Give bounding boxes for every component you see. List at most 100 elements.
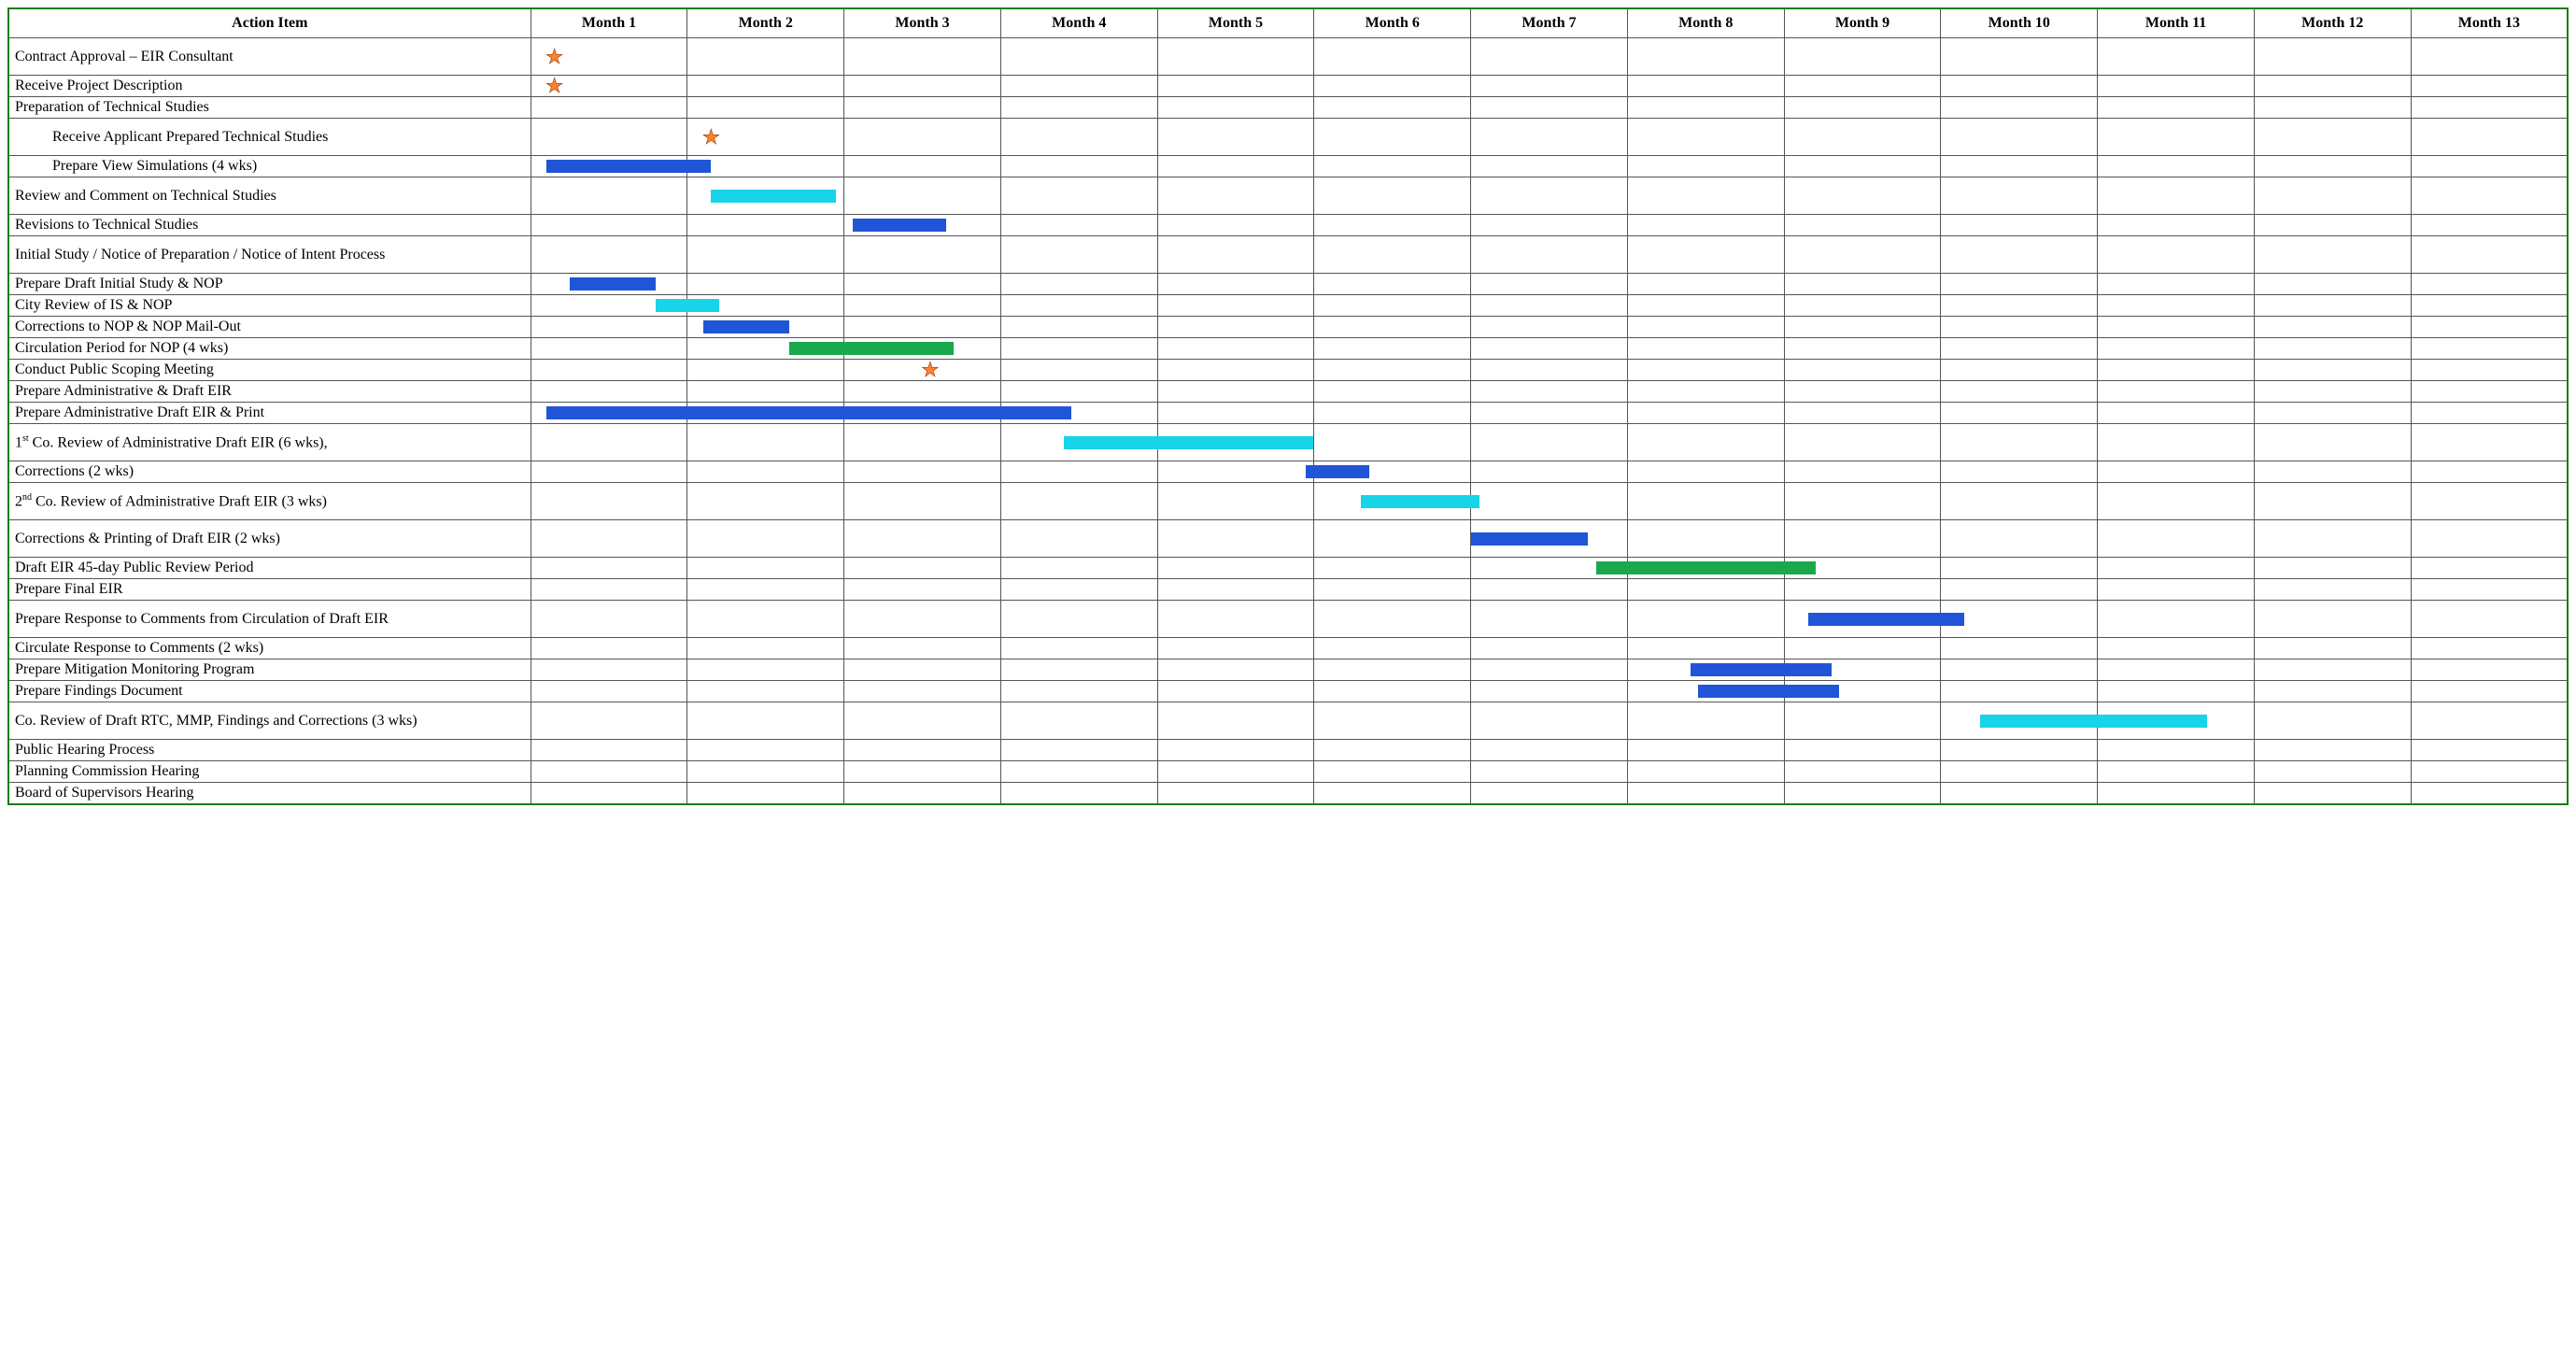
gantt-cell — [1627, 295, 1784, 317]
gantt-cell — [687, 659, 844, 681]
milestone-star-icon: ★ — [545, 76, 564, 96]
gantt-row: City Review of IS & NOP — [8, 295, 2568, 317]
gantt-cell — [1784, 381, 1941, 403]
gantt-bar — [1980, 715, 2099, 728]
gantt-cell — [2254, 558, 2411, 579]
gantt-cell — [531, 215, 687, 236]
gantt-cell — [2098, 119, 2255, 156]
gantt-cell — [1471, 236, 1628, 274]
gantt-cell — [2254, 424, 2411, 461]
gantt-cell — [1471, 403, 1628, 424]
gantt-cell — [1784, 215, 1941, 236]
gantt-cell — [687, 601, 844, 638]
gantt-cell — [1627, 638, 1784, 659]
gantt-cell — [687, 215, 844, 236]
gantt-bar — [1471, 532, 1588, 546]
gantt-cell — [1314, 295, 1471, 317]
gantt-cell — [1471, 761, 1628, 783]
gantt-cell — [531, 295, 687, 317]
gantt-cell — [1941, 483, 2098, 520]
gantt-row: Prepare Mitigation Monitoring Program — [8, 659, 2568, 681]
gantt-cell — [2254, 97, 2411, 119]
gantt-cell — [2411, 38, 2568, 76]
gantt-cell — [2254, 215, 2411, 236]
gantt-cell — [687, 317, 844, 338]
gantt-bar — [1158, 436, 1314, 449]
row-label: 1st Co. Review of Administrative Draft E… — [8, 424, 531, 461]
gantt-cell — [1784, 403, 1941, 424]
action-item-header: Action Item — [8, 8, 531, 38]
row-label: Corrections to NOP & NOP Mail-Out — [8, 317, 531, 338]
gantt-row: Corrections & Printing of Draft EIR (2 w… — [8, 520, 2568, 558]
gantt-cell — [531, 761, 687, 783]
gantt-cell — [844, 483, 1001, 520]
gantt-cell — [2254, 38, 2411, 76]
gantt-cell — [687, 783, 844, 805]
gantt-cell — [1000, 76, 1157, 97]
gantt-cell — [1000, 659, 1157, 681]
gantt-cell — [1000, 156, 1157, 177]
gantt-cell — [1314, 360, 1471, 381]
gantt-cell — [2411, 236, 2568, 274]
gantt-cell — [2098, 97, 2255, 119]
gantt-cell — [687, 681, 844, 702]
gantt-body: Contract Approval – EIR Consultant★Recei… — [8, 38, 2568, 805]
row-label: Review and Comment on Technical Studies — [8, 177, 531, 215]
gantt-bar — [1314, 465, 1368, 478]
gantt-cell — [1627, 740, 1784, 761]
gantt-cell — [1941, 295, 2098, 317]
gantt-cell — [1000, 558, 1157, 579]
gantt-cell — [2411, 520, 2568, 558]
gantt-cell — [1314, 520, 1471, 558]
gantt-cell — [1314, 381, 1471, 403]
gantt-cell — [1314, 740, 1471, 761]
gantt-bar — [687, 299, 718, 312]
gantt-cell — [2098, 783, 2255, 805]
gantt-cell — [1000, 783, 1157, 805]
gantt-cell — [2098, 638, 2255, 659]
row-label: Draft EIR 45-day Public Review Period — [8, 558, 531, 579]
gantt-cell — [1627, 215, 1784, 236]
gantt-cell — [1471, 76, 1628, 97]
gantt-cell — [1627, 338, 1784, 360]
month-header-2: Month 2 — [687, 8, 844, 38]
gantt-cell — [2098, 236, 2255, 274]
gantt-cell — [844, 317, 1001, 338]
gantt-cell — [844, 761, 1001, 783]
gantt-cell — [1941, 338, 2098, 360]
gantt-cell — [531, 638, 687, 659]
gantt-row: Co. Review of Draft RTC, MMP, Findings a… — [8, 702, 2568, 740]
gantt-cell — [2411, 177, 2568, 215]
gantt-cell — [531, 483, 687, 520]
gantt-cell — [1784, 579, 1941, 601]
gantt-cell — [2411, 76, 2568, 97]
gantt-cell — [2098, 338, 2255, 360]
gantt-cell — [2254, 338, 2411, 360]
row-label: Prepare View Simulations (4 wks) — [8, 156, 531, 177]
gantt-bar — [844, 342, 954, 355]
gantt-cell — [1157, 274, 1314, 295]
gantt-cell — [1941, 403, 2098, 424]
gantt-row: Prepare View Simulations (4 wks) — [8, 156, 2568, 177]
gantt-cell — [1627, 761, 1784, 783]
gantt-cell — [1627, 119, 1784, 156]
gantt-cell — [1000, 215, 1157, 236]
gantt-cell — [844, 403, 1001, 424]
gantt-cell — [531, 783, 687, 805]
month-header-13: Month 13 — [2411, 8, 2568, 38]
gantt-cell — [1314, 38, 1471, 76]
gantt-cell — [1157, 97, 1314, 119]
gantt-cell: ★ — [531, 38, 687, 76]
gantt-cell — [2254, 601, 2411, 638]
gantt-cell — [1157, 156, 1314, 177]
gantt-cell — [844, 638, 1001, 659]
gantt-cell — [2098, 156, 2255, 177]
gantt-cell — [1471, 274, 1628, 295]
gantt-cell — [2254, 681, 2411, 702]
gantt-cell — [2098, 761, 2255, 783]
gantt-cell — [1784, 156, 1941, 177]
gantt-cell — [687, 579, 844, 601]
gantt-cell — [1784, 761, 1941, 783]
gantt-cell — [844, 659, 1001, 681]
gantt-cell — [1627, 702, 1784, 740]
